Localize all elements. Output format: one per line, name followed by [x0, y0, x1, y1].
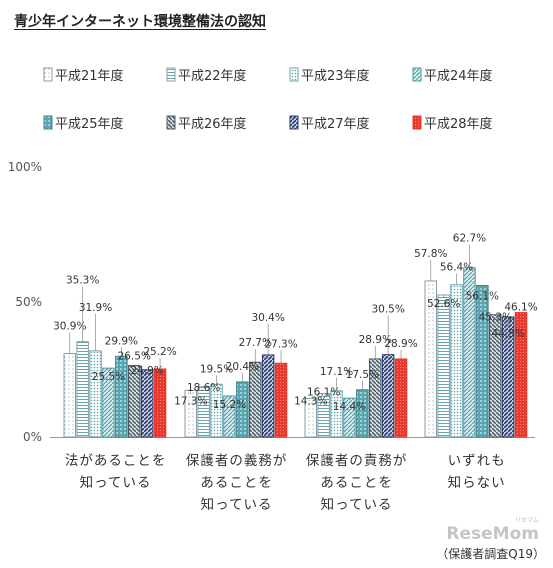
- bar-3-1: [304, 397, 317, 438]
- data-label-1-1: 30.9%: [53, 321, 86, 333]
- data-label-2-1: 17.3%: [174, 395, 207, 407]
- x-category-label-3-1: 保護者の責務が: [306, 453, 408, 469]
- bar-1-1: [63, 353, 76, 438]
- bar-3-2: [317, 393, 330, 438]
- legend-swatch-1: [43, 67, 53, 82]
- data-label-1-4: 25.5%: [92, 371, 125, 383]
- data-label-4-1: 57.8%: [414, 248, 447, 260]
- data-label-4-4: 62.7%: [453, 233, 486, 245]
- data-label-4-3: 56.4%: [440, 262, 473, 274]
- x-category-label-1-2: 知っている: [80, 474, 152, 491]
- legend-swatch-3: [289, 67, 299, 82]
- chart-title: 青少年インターネット環境整備法の認知: [14, 14, 266, 30]
- x-category-label-4-2: 知らない: [448, 474, 506, 491]
- legend-swatch-6: [166, 115, 176, 130]
- legend-label-8: 平成28年度: [424, 116, 493, 132]
- legend-label-4: 平成24年度: [424, 68, 493, 84]
- legend-swatch-2: [166, 67, 176, 82]
- data-label-2-5: 20.4%: [226, 361, 259, 373]
- x-axis-labels: 法があることを知っている保護者の義務があることを知っている保護者の責務があること…: [65, 452, 506, 513]
- legend-swatch-7: [289, 115, 299, 130]
- x-category-label-3-2: あることを: [320, 475, 393, 491]
- bar-4-5: [476, 285, 489, 438]
- bar-2-8: [274, 362, 288, 438]
- legend-label-6: 平成26年度: [178, 116, 247, 132]
- bar-1-7: [140, 369, 154, 438]
- data-label-3-4: 14.4%: [333, 401, 366, 413]
- data-label-4-6: 45.3%: [479, 312, 512, 324]
- data-label-3-5: 17.5%: [346, 369, 379, 381]
- legend-label-3: 平成23年度: [301, 68, 370, 84]
- legend-swatch-4: [412, 67, 422, 82]
- x-category-label-2-1: 保護者の義務が: [186, 452, 288, 469]
- x-category-label-3-3: 知っている: [321, 496, 393, 513]
- x-category-label-1-1: 法があることを: [65, 453, 167, 469]
- data-label-2-2: 18.6%: [187, 382, 220, 394]
- data-label-1-2: 35.3%: [66, 275, 99, 287]
- bar-4-2: [437, 294, 450, 438]
- data-label-2-7: 30.4%: [251, 312, 284, 324]
- bar-3-5: [356, 389, 369, 438]
- x-category-label-2-3: 知っている: [201, 496, 273, 513]
- data-labels: 30.9% 35.3% 31.9% 25.5% 29.9% 26.5% 24.9% 25.2%…: [53, 233, 538, 413]
- data-label-4-8: 46.1%: [504, 302, 537, 314]
- x-category-label-4-1: いずれも: [448, 453, 506, 469]
- legend-label-7: 平成27年度: [301, 116, 370, 132]
- bar-1-3: [89, 350, 102, 438]
- bars: [63, 267, 528, 438]
- data-label-4-5: 56.1%: [466, 291, 499, 303]
- data-label-1-6: 26.5%: [118, 350, 151, 362]
- bar-2-6: [249, 361, 262, 438]
- data-label-4-7: 44.5%: [491, 328, 524, 340]
- data-label-1-5: 29.9%: [105, 335, 138, 347]
- data-label-3-8: 28.9%: [384, 338, 417, 350]
- legend-swatch-5: [43, 115, 53, 130]
- data-label-1-7: 24.9%: [130, 365, 163, 377]
- data-label-3-7: 30.5%: [371, 304, 404, 316]
- bar-1-2: [76, 341, 89, 438]
- bar-1-8: [153, 368, 167, 438]
- legend-label-5: 平成25年度: [55, 116, 124, 132]
- data-label-3-1: 14.3%: [294, 395, 327, 407]
- data-label-2-8: 27.3%: [264, 338, 297, 350]
- bar-2-7: [261, 354, 275, 438]
- data-label-4-2: 52.6%: [427, 298, 460, 310]
- legend-label-1: 平成21年度: [55, 68, 124, 84]
- bar-2-2: [197, 386, 210, 438]
- data-label-2-3: 19.5%: [200, 363, 233, 375]
- data-label-1-8: 25.2%: [143, 346, 176, 358]
- bar-3-7: [381, 354, 395, 438]
- bar-4-8: [514, 312, 528, 438]
- x-category-label-2-2: あることを: [200, 475, 273, 491]
- bar-3-8: [394, 358, 408, 438]
- y-tick-label-100: 100%: [8, 160, 42, 174]
- data-label-2-4: 15.2%: [213, 399, 246, 411]
- data-label-3-6: 28.9%: [359, 334, 392, 346]
- legend-swatch-8: [412, 115, 422, 130]
- source-note: （保護者調査Q19）: [436, 547, 545, 561]
- legend-label-2: 平成22年度: [178, 68, 247, 84]
- watermark: ReseMom: [446, 524, 539, 544]
- bar-1-6: [128, 364, 141, 438]
- data-label-3-2: 16.1%: [307, 387, 340, 399]
- y-tick-label-0: 0%: [23, 430, 42, 444]
- watermark-subtext: リセマム: [514, 517, 539, 524]
- data-label-3-3: 17.1%: [320, 366, 353, 378]
- data-label-2-6: 27.7%: [239, 337, 272, 349]
- bar-4-6: [489, 314, 502, 438]
- y-tick-label-50: 50%: [15, 295, 42, 309]
- data-label-1-3: 31.9%: [79, 302, 112, 314]
- bar-1-5: [115, 355, 128, 438]
